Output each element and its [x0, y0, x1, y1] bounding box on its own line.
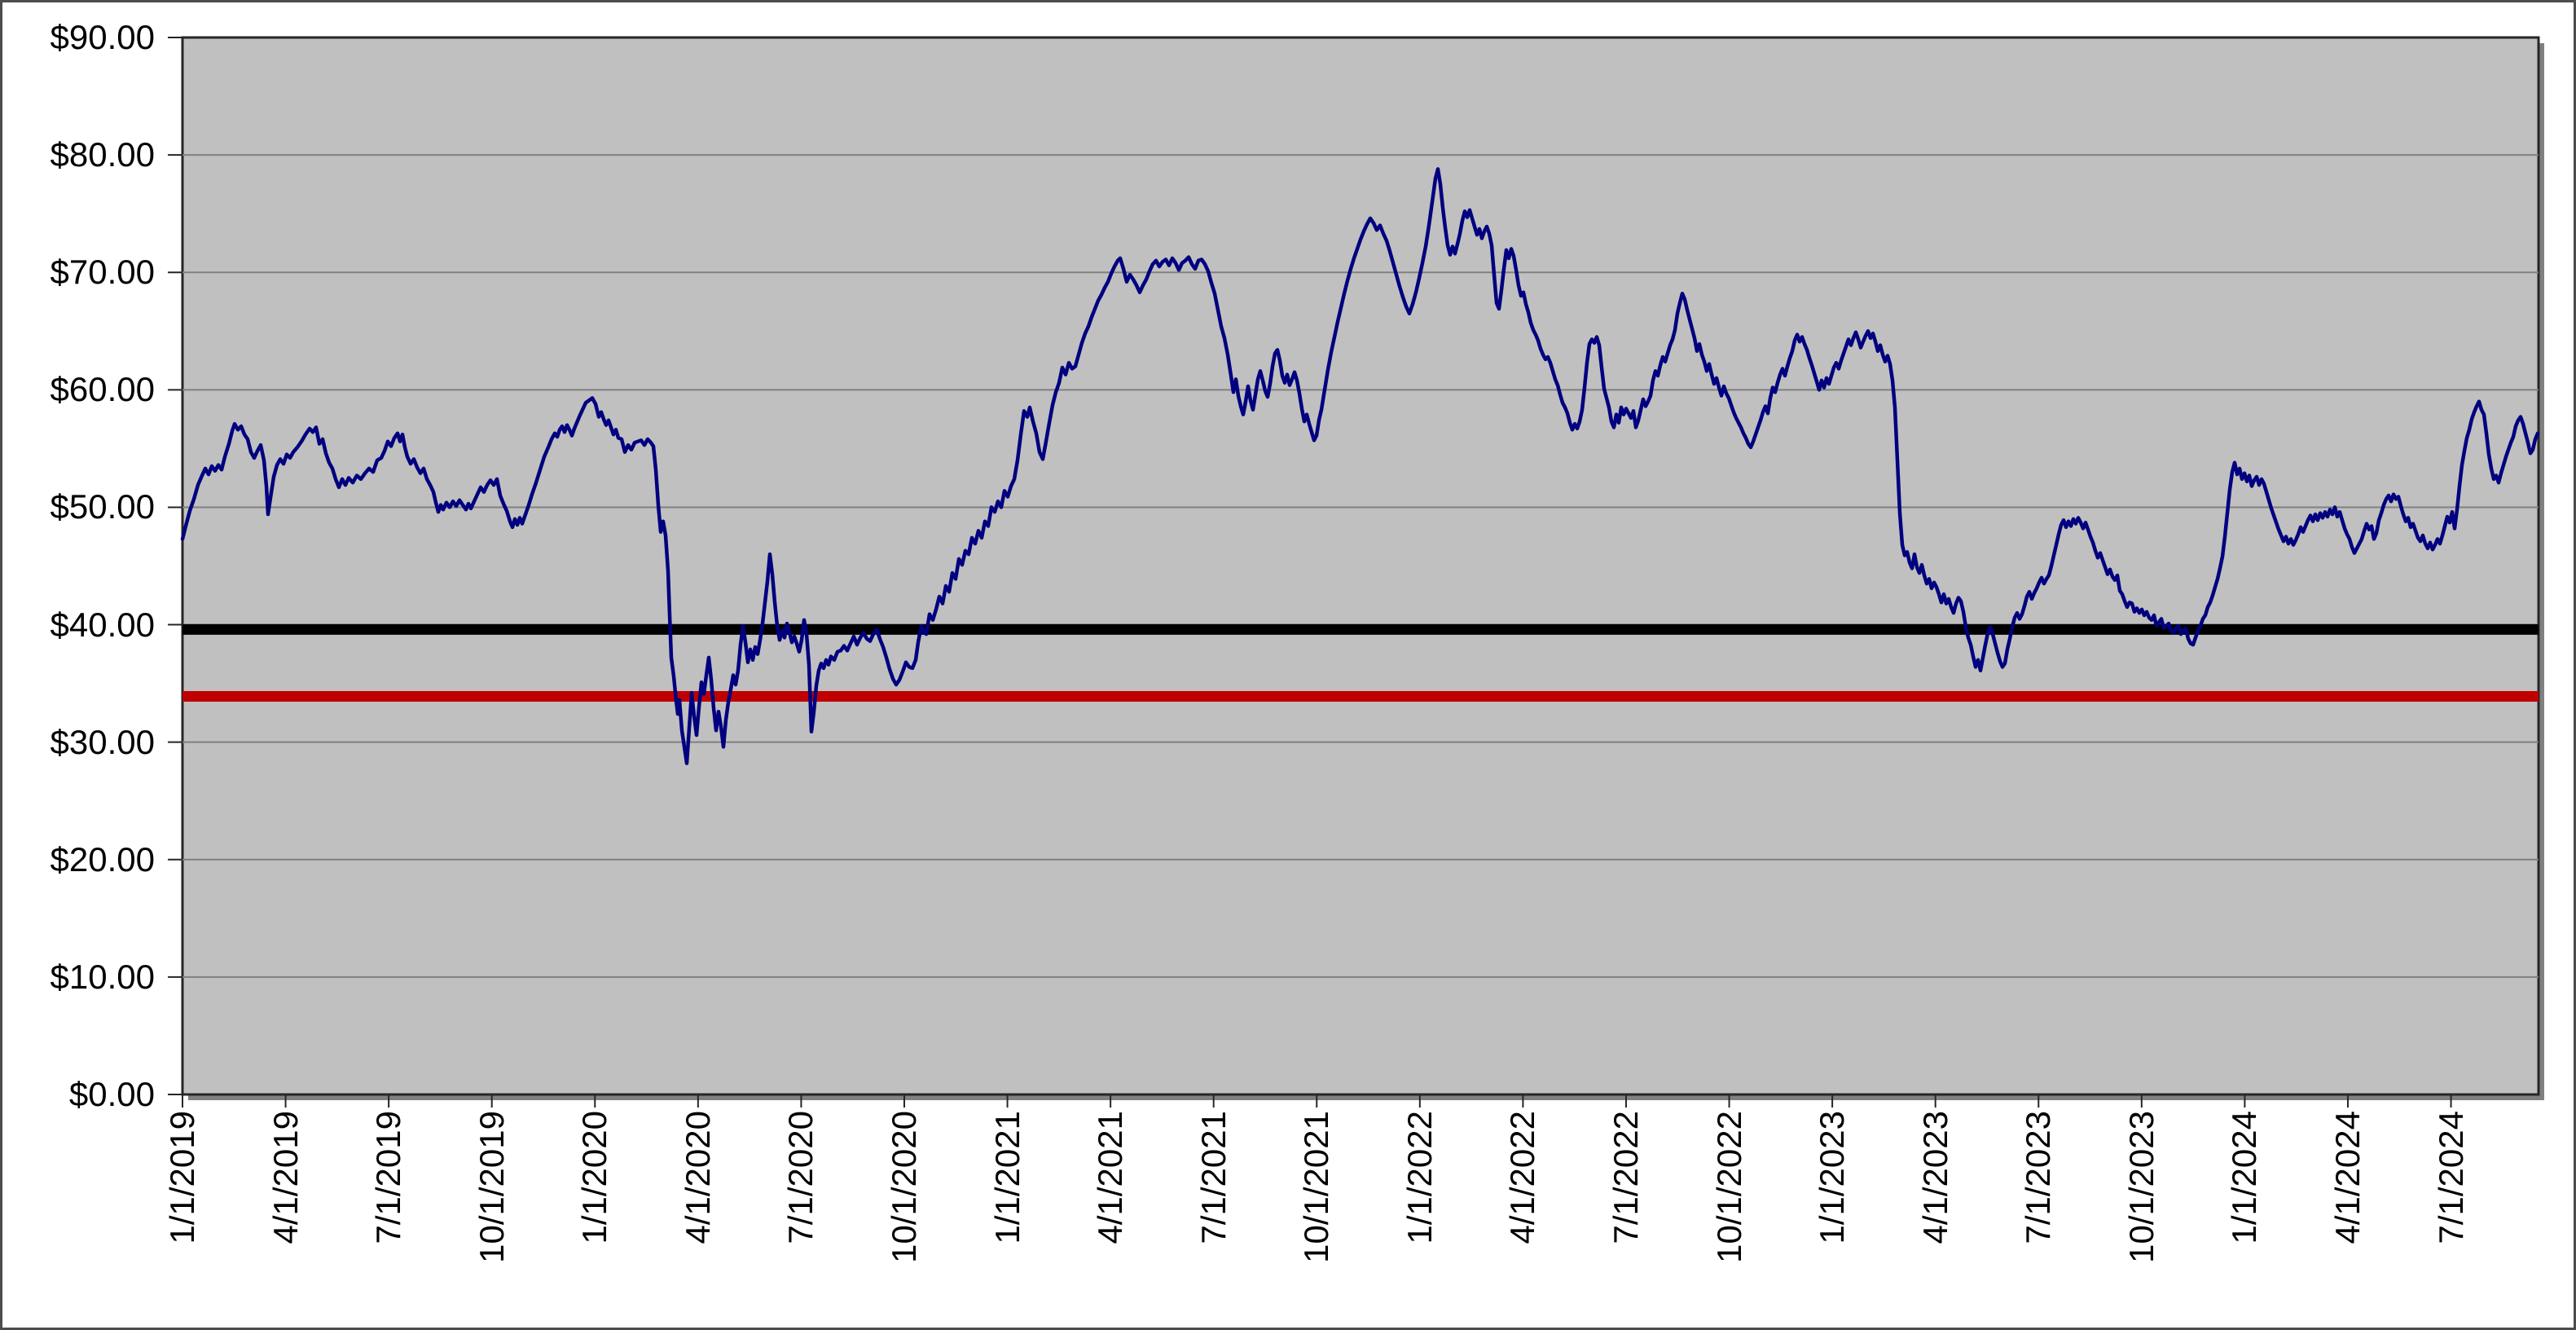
x-axis-label: 4/1/2019 [266, 1111, 305, 1244]
x-axis-label: 1/1/2023 [1813, 1111, 1852, 1244]
x-axis-label: 7/1/2022 [1606, 1111, 1645, 1244]
x-axis-label: 1/1/2019 [163, 1111, 201, 1244]
y-axis-label: $70.00 [50, 253, 155, 292]
x-axis-label: 1/1/2021 [987, 1111, 1026, 1244]
x-axis-label: 1/1/2022 [1400, 1111, 1439, 1244]
x-axis-label: 7/1/2021 [1193, 1111, 1233, 1244]
y-axis-label: $90.00 [50, 18, 155, 56]
x-axis-label: 7/1/2019 [369, 1111, 408, 1244]
y-axis-label: $40.00 [50, 605, 155, 644]
x-axis-label: 4/1/2021 [1091, 1111, 1130, 1244]
x-axis-label: 7/1/2024 [2431, 1111, 2470, 1244]
x-axis-label: 10/1/2021 [1297, 1111, 1336, 1263]
x-axis-label: 10/1/2020 [884, 1111, 923, 1263]
x-axis-label: 10/1/2019 [472, 1111, 511, 1263]
x-axis-label: 4/1/2020 [678, 1111, 717, 1244]
y-axis-label: $50.00 [50, 487, 155, 526]
x-axis-label: 1/1/2020 [575, 1111, 614, 1244]
x-axis-label: 4/1/2024 [2328, 1111, 2367, 1244]
x-axis-label: 7/1/2023 [2019, 1111, 2058, 1244]
y-axis-label: $10.00 [50, 957, 155, 996]
x-axis-label: 4/1/2022 [1503, 1111, 1542, 1244]
y-axis-label: $80.00 [50, 135, 155, 174]
price-line [180, 167, 2540, 765]
y-axis-label: $60.00 [50, 370, 155, 409]
x-axis-label: 10/1/2022 [1709, 1111, 1748, 1263]
x-axis-label: 7/1/2020 [781, 1111, 820, 1244]
y-axis-label: $20.00 [50, 839, 155, 879]
x-axis-label: 10/1/2023 [2121, 1111, 2161, 1263]
y-axis-label: $30.00 [50, 722, 155, 761]
plot-area [181, 36, 2540, 1096]
x-axis-label: 1/1/2024 [2225, 1111, 2264, 1244]
y-axis-label: $0.00 [68, 1075, 155, 1113]
x-axis-label: 4/1/2023 [1915, 1111, 1954, 1244]
